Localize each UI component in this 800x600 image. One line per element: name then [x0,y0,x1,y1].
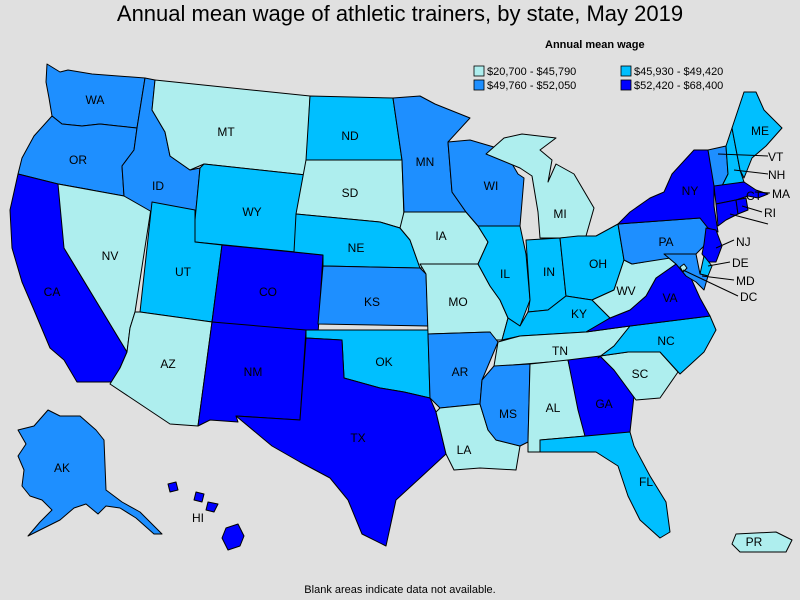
label-ct: CT [746,189,763,203]
label-la: LA [457,443,472,457]
label-pr: PR [746,535,763,549]
label-wv: WV [616,284,635,298]
label-ia: IA [435,229,446,243]
label-mt: MT [217,125,235,139]
state-labels: WA OR CA NV ID MT WY UT AZ CO NM ND SD N… [44,93,790,549]
label-va: VA [662,291,677,305]
legend-swatch-1 [473,65,485,77]
footnote: Blank areas indicate data not available. [304,584,496,596]
label-ga: GA [595,397,612,411]
label-ks: KS [364,295,380,309]
label-sc: SC [632,367,649,381]
label-nj: NJ [736,235,751,249]
label-ri: RI [764,206,776,220]
label-al: AL [546,401,561,415]
label-nd: ND [341,129,359,143]
label-md: MD [736,274,755,288]
label-or: OR [69,153,87,167]
state-fl[interactable] [539,431,671,539]
label-id: ID [152,179,164,193]
label-ny: NY [682,184,699,198]
label-ok: OK [375,355,392,369]
label-ma: MA [772,187,790,201]
label-ca: CA [44,285,61,299]
state-ak[interactable] [17,409,163,537]
label-nm: NM [244,365,263,379]
state-me[interactable] [731,91,783,179]
states-layer [9,63,793,553]
label-ar: AR [452,365,469,379]
label-wi: WI [484,179,499,193]
label-ms: MS [499,407,517,421]
label-mn: MN [416,155,435,169]
legend-swatch-4 [620,79,632,91]
label-wy: WY [242,205,261,219]
legend-label-2: $45,930 - $49,420 [634,66,723,78]
legend-title: Annual mean wage [545,39,645,51]
label-nh: NH [768,168,785,182]
state-tx[interactable] [235,337,447,547]
label-hi: HI [192,511,204,525]
state-ct[interactable] [715,199,739,227]
label-mi: MI [553,207,566,221]
state-dc[interactable] [679,263,688,273]
state-hi[interactable] [167,481,245,551]
state-pr[interactable] [731,531,793,553]
label-co: CO [259,285,277,299]
label-wa: WA [86,93,105,107]
state-mi[interactable] [485,133,595,239]
label-ak: AK [54,461,70,475]
state-md[interactable] [663,253,709,291]
state-ny[interactable] [617,149,719,233]
label-nc: NC [657,334,675,348]
label-oh: OH [589,257,607,271]
label-pa: PA [658,235,673,249]
label-nv: NV [102,249,119,263]
label-sd: SD [342,186,359,200]
map-title: Annual mean wage of athletic trainers, b… [116,1,684,26]
legend-swatch-2 [620,65,632,77]
legend-label-4: $52,420 - $68,400 [634,80,723,92]
label-in: IN [543,265,555,279]
legend: Annual mean wage $20,700 - $45,790 $45,9… [473,39,723,92]
state-nd[interactable] [305,95,403,161]
label-tx: TX [350,431,365,445]
label-mo: MO [448,295,467,309]
label-fl: FL [639,475,653,489]
label-il: IL [500,267,510,281]
label-ky: KY [571,307,587,321]
state-nc[interactable] [597,315,717,375]
label-ne: NE [348,241,365,255]
label-de: DE [732,256,749,270]
label-tn: TN [552,344,568,358]
label-ut: UT [175,265,192,279]
label-vt: VT [768,150,784,164]
state-nj[interactable] [701,227,723,263]
legend-label-3: $49,760 - $52,050 [487,80,576,92]
leader-lines [682,153,771,297]
label-me: ME [751,124,769,138]
legend-swatch-3 [473,79,485,91]
label-dc: DC [740,290,758,304]
legend-label-1: $20,700 - $45,790 [487,66,576,78]
label-az: AZ [160,357,175,371]
